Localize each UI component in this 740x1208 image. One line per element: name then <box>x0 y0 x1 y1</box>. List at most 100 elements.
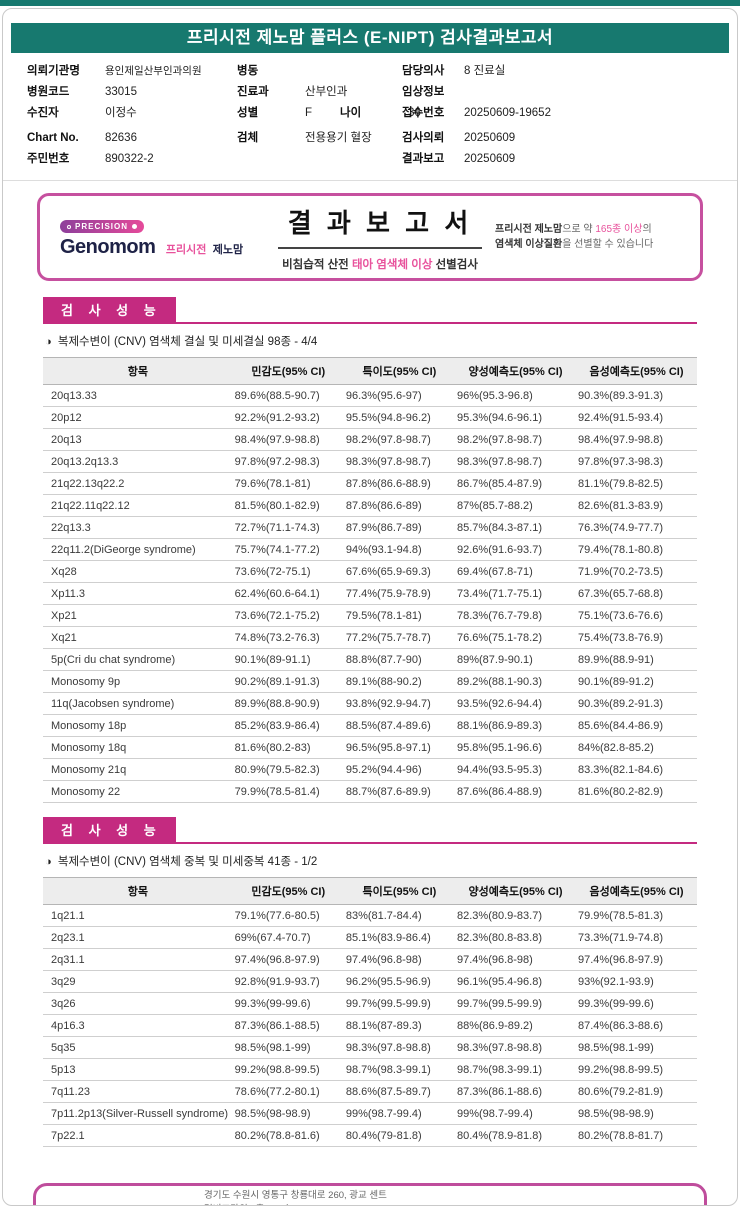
table-row: Xq28 73.6%(72-75.1) 67.6%(65.9-69.3) 69.4%(… <box>43 560 697 583</box>
banner-note: 프리시전 제노맘으로 약 165종 이상의 염색체 이상질환을 선별할 수 있습… <box>495 222 680 253</box>
sex-label: 성별 <box>237 107 259 119</box>
note-text1: 으로 약 <box>562 223 596 235</box>
table-cell: 88.1%(86.9-89.3) <box>455 714 576 737</box>
table-cell: 76.6%(75.1-78.2) <box>455 626 576 649</box>
table-cell: 82.3%(80.9-83.7) <box>455 904 576 927</box>
table-cell: 97.4%(96.8-98) <box>455 948 576 971</box>
table-cell: 87.4%(86.3-88.6) <box>575 1014 697 1037</box>
table-cell: 88%(86.9-89.2) <box>455 1014 576 1037</box>
table-cell: 7p22.1 <box>43 1124 233 1147</box>
section-header-badge: 검 사 성 능 <box>43 817 176 842</box>
table-cell: 85.1%(83.9-86.4) <box>343 926 455 949</box>
half-circle-icon: ◑ <box>45 856 52 868</box>
table-cell: 75.1%(73.6-76.6) <box>575 604 697 627</box>
table-cell: 80.2%(78.8-81.6) <box>232 1124 344 1147</box>
table-cell: 62.4%(60.6-64.1) <box>232 582 344 605</box>
table-cell: 80.4%(79-81.8) <box>343 1124 455 1147</box>
request-date-value: 20250609 <box>464 132 516 144</box>
column-header: 음성예측도(95% CI) <box>575 357 697 385</box>
table-cell: 98.5%(98.1-99) <box>575 1036 697 1059</box>
department-value: 산부인과 <box>305 86 348 98</box>
table-cell: 92.6%(91.6-93.7) <box>455 538 576 561</box>
org-label: 의뢰기관명 <box>27 65 80 77</box>
age-label: 나이 <box>340 107 362 119</box>
section-header-bar: 검 사 성 능 <box>43 817 697 844</box>
patient-info-left: 의뢰기관명 용인제일산부인과의원 병원코드 33015 수진자 이정수 Char… <box>27 61 237 170</box>
table-cell: Monosomy 18p <box>43 714 233 737</box>
top-teal-strip <box>0 0 740 6</box>
table-header-row: 항목 민감도(95% CI) 특이도(95% CI) 양성예측도(95% CI) 음성예… <box>43 357 697 385</box>
patient-info-middle: 병동 진료과 산부인과 성별 F 나이 36 검체 전용용기 혈장 <box>237 61 421 170</box>
table-cell: 97.8%(97.2-98.3) <box>232 450 344 473</box>
table-cell: 1q21.1 <box>43 904 233 927</box>
hospital-code-value: 33015 <box>105 86 137 98</box>
patient-value: 이정수 <box>105 107 137 119</box>
table-cell: 99.3%(99-99.6) <box>232 992 344 1015</box>
table-cell: 89.1%(88-90.2) <box>343 670 455 693</box>
table-cell: 82.3%(80.8-83.8) <box>455 926 576 949</box>
table-cell: 81.6%(80.2-83) <box>232 736 344 759</box>
table-cell: 67.3%(65.7-68.8) <box>575 582 697 605</box>
report-date-value: 20250609 <box>464 153 516 165</box>
table-cell: 67.6%(65.9-69.3) <box>343 560 455 583</box>
table-cell: 80.4%(78.9-81.8) <box>455 1124 576 1147</box>
table-cell: 2q31.1 <box>43 948 233 971</box>
sex-value: F <box>305 107 313 119</box>
table-cell: 21q22.13q22.2 <box>43 472 233 495</box>
table-cell: 88.1%(87-89.3) <box>343 1014 455 1037</box>
column-header: 특이도(95% CI) <box>343 877 455 905</box>
table-cell: 89.9%(88.8-90.9) <box>232 692 344 715</box>
table-cell: 95.5%(94.8-96.2) <box>343 406 455 429</box>
table-cell: 85.6%(84.4-86.9) <box>575 714 697 737</box>
table-row: 20p12 92.2%(91.2-93.2) 95.5%(94.8-96.2) 95.… <box>43 406 697 429</box>
table-row: 7p11.2p13(Silver-Russell syndrome) 98.5%(… <box>43 1102 697 1125</box>
table-cell: 99.7%(99.5-99.9) <box>343 992 455 1015</box>
table-cell: 78.3%(76.7-79.8) <box>455 604 576 627</box>
table-cell: 95.3%(94.6-96.1) <box>455 406 576 429</box>
info-row-specimen: 검체 전용용기 혈장 <box>237 128 402 149</box>
report-date-label: 결과보고 <box>402 153 445 165</box>
request-date-label: 검사의뢰 <box>402 132 445 144</box>
table-cell: 90.3%(89.2-91.3) <box>575 692 697 715</box>
table-cell: 5p13 <box>43 1058 233 1081</box>
table-cell: 87.3%(86.1-88.5) <box>232 1014 344 1037</box>
section-subtitle: ◑ 복제수변이 (CNV) 염색체 중복 및 미세중복 41종 - 1/2 <box>45 853 697 869</box>
org-value: 용인제일산부인과의원 <box>105 65 202 77</box>
table-cell: 4p16.3 <box>43 1014 233 1037</box>
table-cell: 90.1%(89-91.2) <box>575 670 697 693</box>
banner-subtitle: 비침습적 산전 태아 염색체 이상 선별검사 <box>265 256 495 272</box>
table-cell: 75.7%(74.1-77.2) <box>232 538 344 561</box>
address-line1: 경기도 수원시 영통구 창룡대로 260, 광교 센트럴비즈타워 8층 810호 <box>204 1189 387 1206</box>
brand-sub-pink: 프리시전 <box>165 243 207 256</box>
table-cell: 90.2%(89.1-91.3) <box>232 670 344 693</box>
note-bold1: 프리시전 제노맘 <box>495 223 563 235</box>
table-cell: Monosomy 21q <box>43 758 233 781</box>
table-cell: 77.2%(75.7-78.7) <box>343 626 455 649</box>
table-cell: 73.4%(71.7-75.1) <box>455 582 576 605</box>
report-title-bar: 프리시전 제노맘 플러스 (E-NIPT) 검사결과보고서 <box>11 23 729 53</box>
info-divider <box>3 180 737 181</box>
table-cell: 87.3%(86.1-88.6) <box>455 1080 576 1103</box>
table-row: 5p(Cri du chat syndrome) 90.1%(89-91.1) 88… <box>43 648 697 671</box>
result-report-heading: 결 과 보 고 서 <box>277 203 483 249</box>
table-cell: 93.5%(92.6-94.4) <box>455 692 576 715</box>
table-cell: Xp11.3 <box>43 582 233 605</box>
table-row: Xq21 74.8%(73.2-76.3) 77.2%(75.7-78.7) 76.6… <box>43 626 697 649</box>
table-cell: 76.3%(74.9-77.7) <box>575 516 697 539</box>
table-cell: 96.1%(95.4-96.8) <box>455 970 576 993</box>
table-cell: 89%(87.9-90.1) <box>455 648 576 671</box>
table-cell: 72.7%(71.1-74.3) <box>232 516 344 539</box>
table-cell: 81.5%(80.1-82.9) <box>232 494 344 517</box>
table-cell: 88.5%(87.4-89.6) <box>343 714 455 737</box>
table-row: 22q11.2(DiGeorge syndrome) 75.7%(74.1-77.… <box>43 538 697 561</box>
table-cell: 83%(81.7-84.4) <box>343 904 455 927</box>
doctor-value: 8 진료실 <box>464 65 506 77</box>
table-cell: 78.6%(77.2-80.1) <box>232 1080 344 1103</box>
subtitle-prefix: 비침습적 산전 <box>282 258 352 271</box>
table-cell: 96%(95.3-96.8) <box>455 384 576 407</box>
table-cell: 97.4%(96.8-97.9) <box>232 948 344 971</box>
table-cell: 7p11.2p13(Silver-Russell syndrome) <box>43 1102 233 1125</box>
table-cell: 80.9%(79.5-82.3) <box>232 758 344 781</box>
table-row: Xp21 73.6%(72.1-75.2) 79.5%(78.1-81) 78.3%(… <box>43 604 697 627</box>
table-row: 20q13 98.4%(97.9-98.8) 98.2%(97.8-98.7) 98.… <box>43 428 697 451</box>
